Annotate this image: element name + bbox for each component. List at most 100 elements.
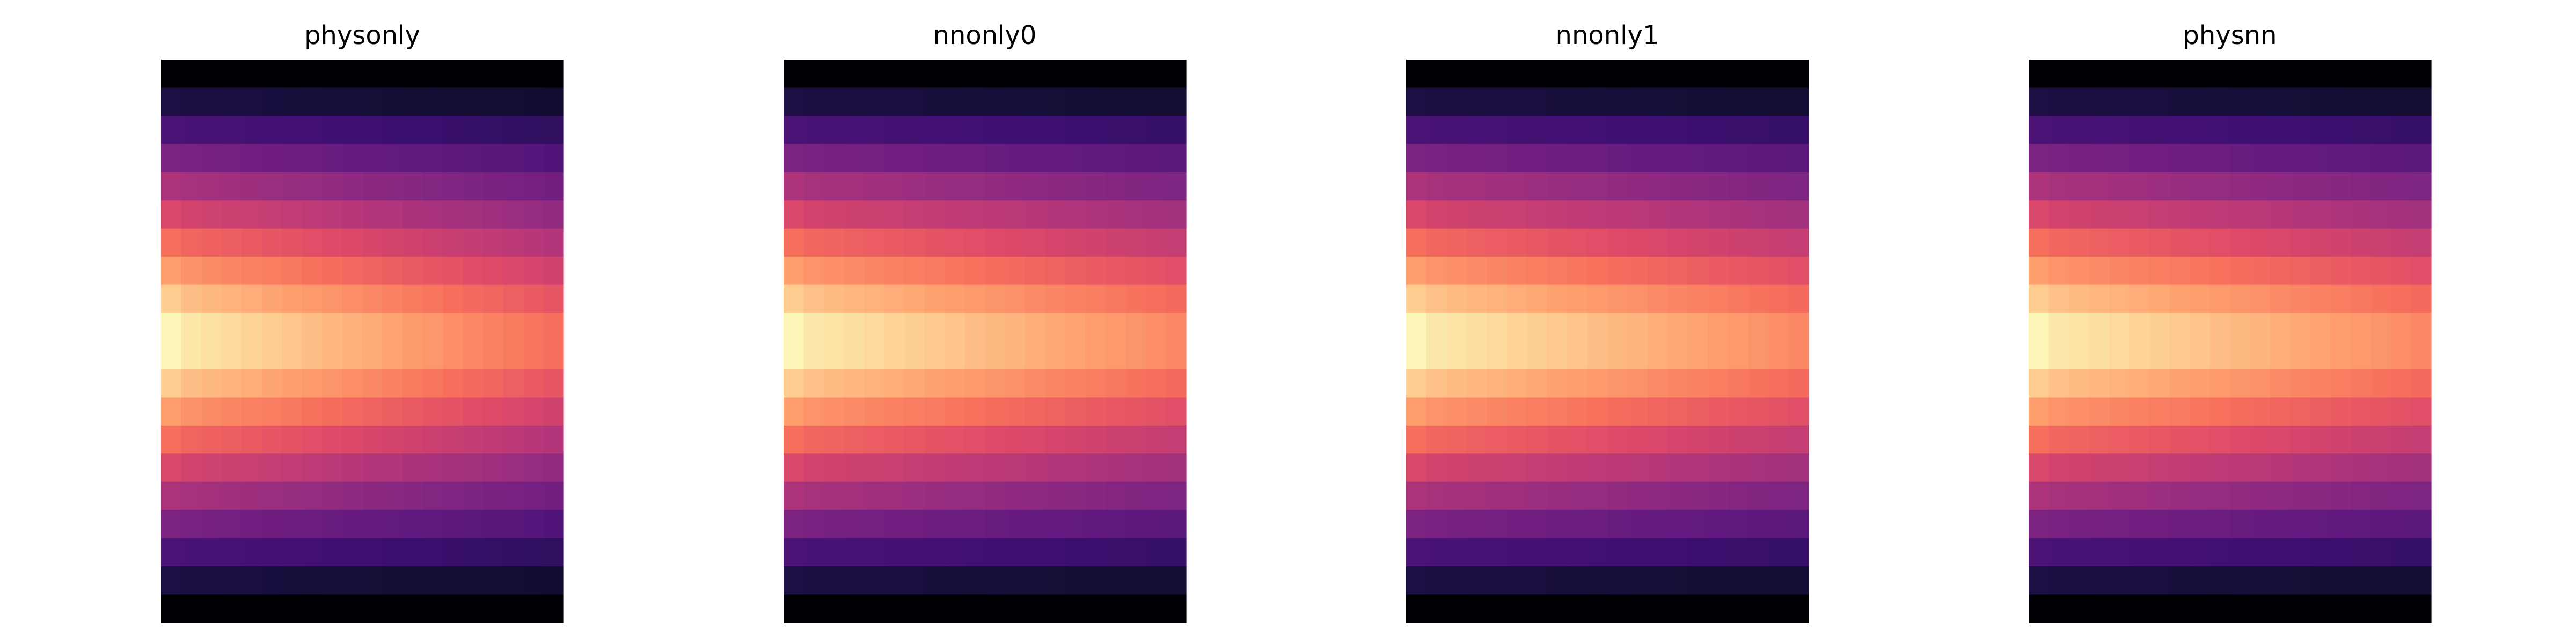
- heatmap-cell: [322, 566, 343, 595]
- heatmap-cell: [1728, 369, 1749, 398]
- heatmap-cell: [1607, 425, 1628, 454]
- heatmap-cell: [2069, 115, 2090, 144]
- heatmap-cell: [2310, 257, 2331, 286]
- heatmap-cell: [2230, 594, 2251, 623]
- heatmap-cell: [2270, 369, 2291, 398]
- heatmap-cell: [1728, 60, 1749, 89]
- heatmap-cell: [784, 200, 804, 229]
- heatmap-cell: [543, 284, 564, 313]
- heatmap-cell: [2209, 397, 2230, 426]
- heatmap-cell: [1788, 453, 1809, 482]
- heatmap-cell: [1748, 425, 1769, 454]
- heatmap-cell: [2048, 538, 2069, 567]
- heatmap-cell: [2370, 60, 2391, 89]
- heatmap-cell: [2270, 594, 2291, 623]
- heatmap-cell: [261, 172, 282, 201]
- heatmap-cell: [2190, 566, 2211, 595]
- heatmap-cell: [784, 172, 804, 201]
- heatmap-cell: [1788, 397, 1809, 426]
- heatmap-cell: [2089, 538, 2110, 567]
- heatmap-cell: [503, 481, 524, 510]
- heatmap-cell: [201, 481, 222, 510]
- heatmap-cell: [1125, 87, 1146, 116]
- heatmap-cell: [2149, 172, 2170, 201]
- heatmap-cell: [1547, 397, 1568, 426]
- heatmap-cell: [2029, 566, 2050, 595]
- heatmap-cell: [1648, 425, 1668, 454]
- heatmap-cell: [904, 87, 925, 116]
- heatmap-cell: [2069, 397, 2090, 426]
- heatmap-cell: [2069, 341, 2090, 370]
- heatmap-cell: [1587, 510, 1608, 539]
- heatmap-cell: [1768, 284, 1789, 313]
- heatmap-cell: [402, 453, 423, 482]
- heatmap-cell: [221, 481, 242, 510]
- heatmap-cell: [803, 172, 824, 201]
- heatmap-cell: [1466, 144, 1487, 173]
- heatmap-cell: [1085, 284, 1106, 313]
- heatmap-cell: [422, 257, 443, 286]
- heatmap-cell: [2230, 60, 2251, 89]
- heatmap-cell: [1768, 313, 1789, 342]
- heatmap-cell: [2048, 341, 2069, 370]
- heatmap-cell: [443, 60, 464, 89]
- heatmap-cell: [322, 172, 343, 201]
- heatmap-cell: [1567, 510, 1588, 539]
- heatmap-cell: [2370, 425, 2391, 454]
- heatmap-cell: [1567, 369, 1588, 398]
- heatmap-cell: [2069, 481, 2090, 510]
- heatmap-cell: [1466, 453, 1487, 482]
- heatmap-cell: [201, 172, 222, 201]
- heatmap-cell: [1648, 397, 1668, 426]
- heatmap-cell: [2391, 60, 2412, 89]
- heatmap-cell: [945, 115, 965, 144]
- heatmap-cell: [2149, 60, 2170, 89]
- heatmap-cell: [322, 341, 343, 370]
- heatmap-cell: [1406, 453, 1427, 482]
- heatmap-cell: [1125, 341, 1146, 370]
- heatmap-cell: [463, 510, 484, 539]
- heatmap-cell: [964, 87, 985, 116]
- heatmap-cell: [904, 144, 925, 173]
- heatmap-cell: [402, 144, 423, 173]
- heatmap-cell: [1728, 257, 1749, 286]
- heatmap-cell: [864, 257, 885, 286]
- heatmap-cell: [864, 313, 885, 342]
- heatmap-cell: [523, 453, 544, 482]
- heatmap-cell: [2149, 115, 2170, 144]
- heatmap-cell: [1106, 87, 1126, 116]
- heatmap-cell: [1005, 594, 1026, 623]
- heatmap-cell: [443, 313, 464, 342]
- heatmap-cell: [181, 369, 202, 398]
- heatmap-cell: [1166, 453, 1187, 482]
- heatmap-cell: [483, 60, 504, 89]
- heatmap-cell: [1406, 87, 1427, 116]
- heatmap-cell: [1567, 481, 1588, 510]
- heatmap-cell: [924, 566, 945, 595]
- heatmap-cell: [1045, 425, 1066, 454]
- heatmap-cell: [503, 453, 524, 482]
- heatmap-cell: [964, 284, 985, 313]
- heatmap-cell: [2169, 566, 2190, 595]
- heatmap-cell: [924, 228, 945, 257]
- heatmap-cell: [2048, 228, 2069, 257]
- heatmap-cell: [282, 369, 303, 398]
- heatmap-cell: [181, 453, 202, 482]
- heatmap-cell: [2250, 313, 2271, 342]
- heatmap-cell: [904, 341, 925, 370]
- heatmap-cell: [2109, 510, 2130, 539]
- heatmap-cell: [302, 594, 323, 623]
- heatmap-cell: [1648, 115, 1668, 144]
- heatmap-cell: [261, 60, 282, 89]
- heatmap-cell: [2149, 369, 2170, 398]
- heatmap-cell: [2129, 144, 2150, 173]
- heatmap-cell: [784, 566, 804, 595]
- heatmap-cell: [1527, 60, 1548, 89]
- heatmap-cell: [1587, 397, 1608, 426]
- heatmap-cell: [2089, 510, 2110, 539]
- heatmap-cell: [1085, 60, 1106, 89]
- heatmap-cell: [1446, 284, 1467, 313]
- heatmap-cell: [362, 87, 383, 116]
- heatmap-cell: [864, 144, 885, 173]
- heatmap-cell: [2149, 425, 2170, 454]
